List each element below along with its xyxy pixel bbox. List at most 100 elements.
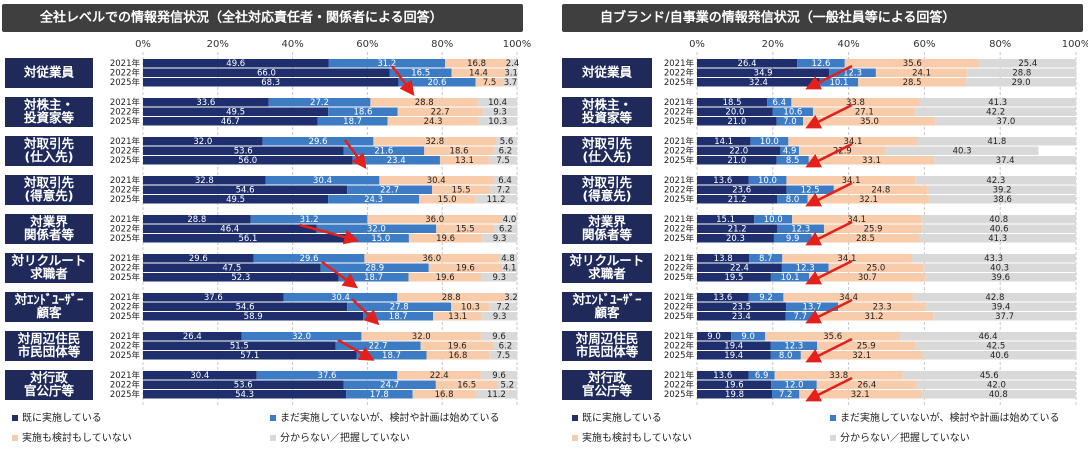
bar-segment <box>420 341 494 350</box>
bar-segment <box>335 341 421 350</box>
year-label: 2025年 <box>664 311 695 322</box>
value-label: 18.5 <box>723 98 742 108</box>
value-label: 18.6 <box>450 147 469 157</box>
x-tick-label: 100% <box>503 39 532 50</box>
year-label: 2025年 <box>110 233 141 244</box>
value-label: 15.5 <box>456 225 475 235</box>
value-label: 4.9 <box>783 147 797 157</box>
bar-segment <box>774 371 903 380</box>
value-label: 53.6 <box>234 381 253 391</box>
legend-label: 実施も検討もしていない <box>22 431 132 444</box>
value-label: 8.7 <box>759 254 773 264</box>
value-label: 6.4 <box>498 176 512 186</box>
value-label: 36.0 <box>422 254 441 264</box>
bar-segment <box>792 215 922 224</box>
value-label: 18.7 <box>382 351 401 361</box>
bar-segment <box>352 156 440 165</box>
value-label: 6.2 <box>499 342 513 352</box>
bar-segment <box>143 224 317 233</box>
value-label: 6.2 <box>499 225 513 235</box>
year-label: 2022年 <box>110 67 141 78</box>
value-label: 37.7 <box>995 312 1014 322</box>
value-label: 19.4 <box>724 342 743 352</box>
bar-segment <box>379 176 494 185</box>
value-label: 41.3 <box>988 98 1007 108</box>
value-label: 33.8 <box>846 98 865 108</box>
year-label: 2021年 <box>110 253 141 264</box>
bar-segment <box>432 185 491 194</box>
bar-segment <box>781 263 829 272</box>
value-label: 23.5 <box>732 303 751 313</box>
value-label: 29.0 <box>1012 78 1031 88</box>
bar-segment <box>697 273 771 282</box>
value-label: 21.6 <box>374 147 393 157</box>
value-label: 16.8 <box>467 59 486 69</box>
arrow <box>805 337 853 363</box>
bar-segment <box>143 137 263 146</box>
bar-segment <box>920 390 1076 399</box>
bar-segment <box>819 78 859 87</box>
year-label: 2021年 <box>110 58 141 69</box>
bar-segment <box>143 146 344 155</box>
bar-segment <box>788 137 918 146</box>
legend-label: 分からない／把握していない <box>280 431 410 444</box>
value-label: 46.4 <box>979 332 998 342</box>
bar-segment <box>408 273 482 282</box>
bar-segment <box>816 380 917 389</box>
value-label: 34.1 <box>842 176 861 186</box>
value-label: 19.6 <box>725 381 744 391</box>
group-label: 対業界 <box>587 214 626 229</box>
value-label: 29.6 <box>300 254 319 264</box>
value-label: 8.5 <box>786 156 800 166</box>
year-label: 2021年 <box>664 253 695 264</box>
value-label: 9.0 <box>707 332 721 342</box>
year-label: 2022年 <box>664 67 695 78</box>
bar-segment <box>935 117 1076 126</box>
bar-segment <box>697 293 749 302</box>
value-label: 3.1 <box>504 69 518 79</box>
bar-segment <box>370 98 479 107</box>
group-label-box <box>562 331 652 361</box>
group-label: 対取引先 <box>23 175 75 190</box>
value-label: 14.4 <box>469 69 488 79</box>
x-tick-label: 0% <box>135 39 151 50</box>
year-label: 2021年 <box>664 292 695 303</box>
year-label: 2025年 <box>664 350 695 361</box>
value-label: 10.1 <box>829 78 848 88</box>
bar-segment <box>934 156 1076 165</box>
group-label: 市民団体等 <box>18 344 81 359</box>
bar-segment <box>926 302 1076 311</box>
value-label: 31.2 <box>865 312 884 322</box>
value-label: 7.7 <box>794 312 808 322</box>
value-label: 23.4 <box>387 156 406 166</box>
year-label: 2025年 <box>110 272 141 283</box>
bar-segment <box>490 185 517 194</box>
year-label: 2021年 <box>664 331 695 342</box>
bar-segment <box>697 254 750 263</box>
bar-segment <box>505 68 517 77</box>
bar-segment <box>475 195 517 204</box>
value-label: 5.2 <box>501 381 515 391</box>
legend-label: 既に実施している <box>22 411 102 424</box>
bar-segment <box>256 371 398 380</box>
year-label: 2021年 <box>664 370 695 381</box>
bar-segment <box>922 351 1077 360</box>
value-label: 9.3 <box>493 312 507 322</box>
group-label: 対株主・ <box>23 97 74 112</box>
value-label: 12.6 <box>811 59 830 69</box>
bar-segment <box>777 224 824 233</box>
group-label: 対リクルート <box>569 253 645 268</box>
bar-segment <box>900 332 1076 341</box>
bar-segment <box>387 117 479 126</box>
group-label: 対行政 <box>587 370 626 385</box>
value-label: 15.5 <box>452 186 471 196</box>
bar-segment <box>439 156 489 165</box>
value-label: 22.7 <box>431 108 450 118</box>
value-label: 8.0 <box>779 351 793 361</box>
group-label-box <box>5 253 93 283</box>
bar-segment <box>424 146 494 155</box>
x-tick-label: 60% <box>913 39 935 50</box>
value-label: 51.5 <box>230 342 249 352</box>
value-label: 21.0 <box>727 117 746 127</box>
bar-segment <box>475 390 518 399</box>
